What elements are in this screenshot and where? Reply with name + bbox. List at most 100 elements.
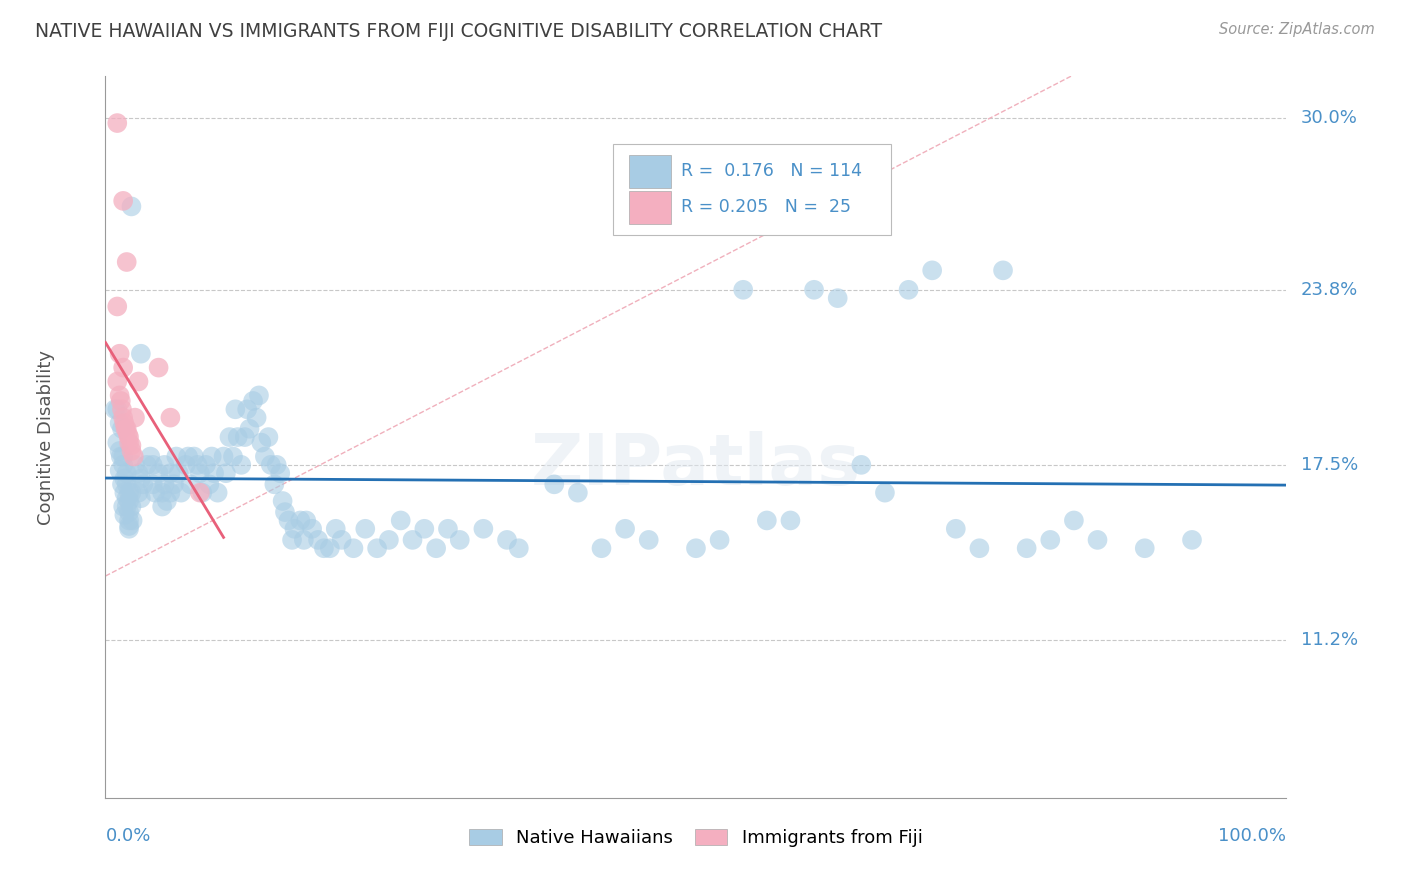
Point bbox=[508, 541, 530, 556]
Point bbox=[115, 477, 138, 491]
Point bbox=[118, 513, 141, 527]
Point bbox=[567, 485, 589, 500]
Point bbox=[115, 500, 138, 514]
Point bbox=[170, 485, 193, 500]
Point bbox=[118, 522, 141, 536]
Point bbox=[124, 410, 146, 425]
Point bbox=[112, 500, 135, 514]
Point bbox=[803, 283, 825, 297]
Point bbox=[188, 485, 211, 500]
Point bbox=[159, 410, 181, 425]
Point bbox=[148, 360, 170, 375]
Point bbox=[139, 450, 162, 464]
FancyBboxPatch shape bbox=[628, 154, 671, 188]
Point bbox=[301, 522, 323, 536]
Point bbox=[260, 458, 283, 472]
Point bbox=[108, 347, 131, 361]
Point bbox=[115, 255, 138, 269]
Point bbox=[851, 458, 873, 472]
Point bbox=[129, 491, 152, 506]
Text: Cognitive Disability: Cognitive Disability bbox=[38, 350, 55, 524]
Point bbox=[247, 388, 270, 402]
Point bbox=[112, 472, 135, 486]
Point bbox=[614, 522, 637, 536]
Text: R = 0.205   N =  25: R = 0.205 N = 25 bbox=[681, 198, 851, 217]
Point bbox=[105, 300, 128, 314]
Point bbox=[142, 458, 165, 472]
Point bbox=[496, 533, 519, 547]
Point bbox=[194, 458, 217, 472]
Point bbox=[150, 500, 173, 514]
Point bbox=[120, 500, 142, 514]
Point bbox=[1087, 533, 1109, 547]
Point bbox=[1039, 533, 1062, 547]
Point bbox=[472, 522, 495, 536]
Point bbox=[112, 410, 135, 425]
Text: 30.0%: 30.0% bbox=[1301, 109, 1358, 127]
Point bbox=[325, 522, 347, 536]
Text: 23.8%: 23.8% bbox=[1301, 281, 1358, 299]
Point bbox=[873, 485, 896, 500]
Point bbox=[159, 485, 181, 500]
Point bbox=[110, 394, 132, 409]
Point bbox=[111, 402, 134, 417]
Point bbox=[425, 541, 447, 556]
Point bbox=[307, 533, 329, 547]
Point bbox=[120, 199, 142, 213]
Point bbox=[117, 427, 139, 442]
Point bbox=[283, 522, 305, 536]
Point bbox=[153, 477, 176, 491]
Point bbox=[945, 522, 967, 536]
Point bbox=[543, 477, 565, 491]
Point bbox=[292, 533, 315, 547]
Point bbox=[111, 422, 134, 436]
Text: 0.0%: 0.0% bbox=[105, 827, 150, 846]
Point bbox=[378, 533, 401, 547]
Point bbox=[132, 477, 155, 491]
Point bbox=[187, 458, 209, 472]
Point bbox=[163, 477, 186, 491]
Point bbox=[238, 422, 260, 436]
Text: Source: ZipAtlas.com: Source: ZipAtlas.com bbox=[1219, 22, 1375, 37]
Point bbox=[274, 505, 297, 519]
Point bbox=[120, 438, 142, 452]
Point bbox=[207, 485, 229, 500]
Point bbox=[413, 522, 436, 536]
Point bbox=[401, 533, 423, 547]
Point bbox=[755, 513, 778, 527]
Point bbox=[233, 430, 256, 444]
Point bbox=[330, 533, 353, 547]
Point bbox=[354, 522, 377, 536]
Point bbox=[201, 450, 224, 464]
Point bbox=[112, 416, 135, 430]
Point bbox=[198, 477, 221, 491]
Point bbox=[150, 485, 173, 500]
Point bbox=[115, 466, 138, 480]
Point bbox=[108, 388, 131, 402]
Point bbox=[991, 263, 1014, 277]
Point bbox=[112, 194, 135, 208]
Point bbox=[685, 541, 707, 556]
Point bbox=[177, 450, 200, 464]
Point bbox=[389, 513, 412, 527]
Text: ZIPatlas: ZIPatlas bbox=[531, 432, 860, 500]
Point bbox=[637, 533, 659, 547]
Point bbox=[118, 430, 141, 444]
Point bbox=[118, 505, 141, 519]
Point bbox=[156, 494, 179, 508]
Point bbox=[236, 402, 259, 417]
Point bbox=[122, 450, 145, 464]
Point bbox=[112, 485, 135, 500]
Point bbox=[242, 394, 264, 409]
Point bbox=[118, 494, 141, 508]
Point bbox=[250, 435, 273, 450]
Point bbox=[969, 541, 991, 556]
Point bbox=[105, 402, 128, 417]
Point bbox=[118, 485, 141, 500]
Point bbox=[277, 513, 299, 527]
Text: NATIVE HAWAIIAN VS IMMIGRANTS FROM FIJI COGNITIVE DISABILITY CORRELATION CHART: NATIVE HAWAIIAN VS IMMIGRANTS FROM FIJI … bbox=[35, 22, 883, 41]
Point bbox=[112, 458, 135, 472]
Point bbox=[118, 435, 141, 450]
Point bbox=[120, 485, 142, 500]
Point bbox=[179, 477, 201, 491]
